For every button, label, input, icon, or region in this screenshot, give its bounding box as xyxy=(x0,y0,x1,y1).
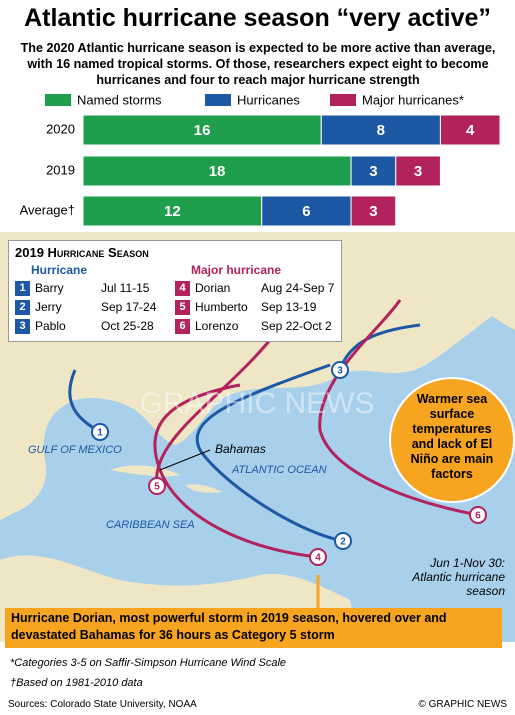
footnote: †Based on 1981-2010 data xyxy=(10,677,143,689)
footnote: *Categories 3-5 on Saffir-Simpson Hurric… xyxy=(10,657,287,669)
value-label: 4 xyxy=(466,122,475,139)
islands xyxy=(110,465,222,493)
track-number: 2 xyxy=(340,537,346,548)
bahamas-pointer xyxy=(159,449,211,471)
storm-name: Jerry xyxy=(35,300,62,314)
track-marker xyxy=(334,532,352,550)
value-label: 3 xyxy=(414,163,422,180)
bar-segment xyxy=(395,155,441,187)
legend-swatch xyxy=(45,94,71,106)
track-number: 4 xyxy=(315,553,321,564)
bar-segment xyxy=(82,195,263,227)
storm-name: Barry xyxy=(35,281,64,295)
sources: Sources: Colorado State University, NOAA xyxy=(8,699,197,710)
legend-swatch xyxy=(330,94,356,106)
title: Atlantic hurricane season “very active” xyxy=(24,4,491,32)
storm-dates: Sep 17-24 xyxy=(101,300,157,314)
credit: © GRAPHIC NEWS xyxy=(418,699,508,710)
track-marker xyxy=(148,477,166,495)
caribbean-label: CARIBBEAN SEA xyxy=(106,519,195,531)
season-text: Jun 1-Nov 30: Atlantic hurricane season xyxy=(412,556,505,598)
track-lorenzo xyxy=(318,299,479,517)
storm-dates: Aug 24-Sep 7 xyxy=(261,281,335,295)
track-number: 5 xyxy=(154,482,160,493)
storm-number: 2 xyxy=(15,300,30,315)
track-number: 3 xyxy=(337,366,343,377)
bar-segment xyxy=(261,195,352,227)
value-label: 3 xyxy=(369,163,377,180)
subtitle: The 2020 Atlantic hurricane season is ex… xyxy=(20,41,496,87)
legend-label: Major hurricanes* xyxy=(362,92,464,107)
legend-label: Named storms xyxy=(77,92,162,107)
storm-name: Humberto xyxy=(195,300,248,314)
storm-number: 1 xyxy=(15,281,30,296)
storm-number: 3 xyxy=(15,319,30,334)
storm-number: 5 xyxy=(175,300,190,315)
atlantic-label: ATLANTIC OCEAN xyxy=(231,464,327,476)
value-label: 3 xyxy=(369,203,377,220)
track-humberto xyxy=(155,339,272,487)
track-number: 6 xyxy=(475,511,481,522)
track-number: 1 xyxy=(97,428,103,439)
bar-segment xyxy=(82,114,322,146)
bar-segment xyxy=(320,114,441,146)
storm-name: Dorian xyxy=(195,281,231,295)
factors-text: Warmer sea surface temperatures and lack… xyxy=(410,392,494,481)
track-marker xyxy=(331,361,349,379)
bar-segment xyxy=(439,114,501,146)
gulf-label: GULF OF MEXICO xyxy=(28,444,122,456)
value-label: 16 xyxy=(194,122,211,139)
category-label: Average† xyxy=(20,202,75,217)
value-label: 12 xyxy=(164,203,181,220)
track-jerry xyxy=(195,363,344,543)
bar-segment xyxy=(350,195,397,227)
track-marker xyxy=(469,506,487,524)
storm-name: Lorenzo xyxy=(195,319,239,333)
col-major: Major hurricane xyxy=(191,263,282,277)
bar-segment xyxy=(350,155,397,187)
legend-label: Hurricanes xyxy=(237,92,300,107)
value-label: 6 xyxy=(302,203,310,220)
legend-swatch xyxy=(205,94,231,106)
watermark: GRAPHIC NEWS xyxy=(139,387,374,420)
table-title: 2019 Hurricane Season xyxy=(15,245,149,260)
value-label: 8 xyxy=(377,122,385,139)
bahamas-label: Bahamas xyxy=(215,442,266,456)
storm-dates: Jul 11-15 xyxy=(101,281,150,295)
col-hurricane: Hurricane xyxy=(31,263,88,277)
bar-segment xyxy=(82,155,352,187)
season-table: 2019 Hurricane Season Hurricane Major hu… xyxy=(8,240,342,342)
storm-dates: Sep 13-19 xyxy=(261,300,317,314)
category-label: 2020 xyxy=(46,121,75,136)
track-marker xyxy=(309,548,327,566)
value-label: 18 xyxy=(209,163,226,180)
storm-number: 4 xyxy=(175,281,190,296)
storm-dates: Oct 25-28 xyxy=(101,319,154,333)
storm-number: 6 xyxy=(175,319,190,334)
track-marker xyxy=(91,423,109,441)
dorian-banner: Hurricane Dorian, most powerful storm in… xyxy=(5,608,502,648)
europe xyxy=(440,232,515,330)
storm-dates: Sep 22-Oct 2 xyxy=(261,319,332,333)
factors-circle xyxy=(389,377,515,503)
category-label: 2019 xyxy=(46,162,75,177)
storm-name: Pablo xyxy=(35,319,66,333)
